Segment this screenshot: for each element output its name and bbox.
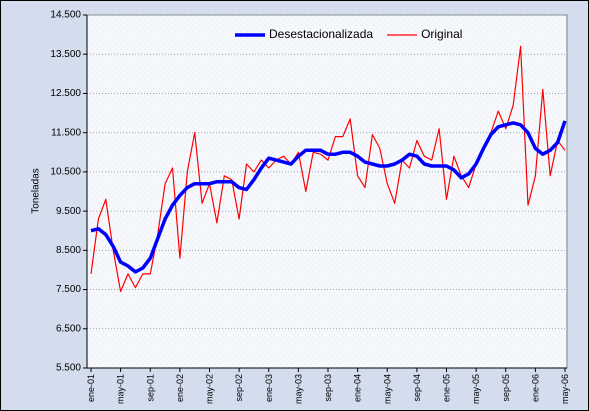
x-tick-label: may-01 bbox=[116, 374, 126, 404]
y-tick-label: 12.500 bbox=[50, 88, 81, 99]
x-tick-label: ene-06 bbox=[530, 374, 540, 402]
x-tick-label: sep-04 bbox=[412, 374, 422, 402]
x-tick-label: may-02 bbox=[205, 374, 215, 404]
x-tick-label: may-03 bbox=[293, 374, 303, 404]
legend-label: Original bbox=[421, 27, 462, 41]
y-axis-label: Toneladas bbox=[31, 168, 42, 214]
x-tick-label: sep-02 bbox=[234, 374, 244, 402]
plot-area bbox=[86, 14, 568, 369]
x-tick-label: ene-02 bbox=[175, 374, 185, 402]
x-tick-label: ene-01 bbox=[86, 374, 96, 402]
x-tick-label: ene-04 bbox=[353, 374, 363, 402]
x-tick-label: sep-03 bbox=[323, 374, 333, 402]
y-tick-label: 10.500 bbox=[50, 167, 81, 178]
y-tick-label: 9.500 bbox=[56, 206, 81, 217]
y-tick-label: 6.500 bbox=[56, 323, 81, 334]
x-tick-label: sep-01 bbox=[145, 374, 155, 402]
y-tick-label: 5.500 bbox=[56, 363, 81, 374]
y-tick-label: 14.500 bbox=[50, 10, 81, 21]
x-tick-label: ene-05 bbox=[442, 374, 452, 402]
x-tick-label: ene-03 bbox=[264, 374, 274, 402]
y-tick-label: 11.500 bbox=[51, 127, 81, 138]
legend-label: Desestacionalizada bbox=[269, 27, 373, 41]
x-tick-label: may-04 bbox=[382, 374, 392, 404]
series-line bbox=[90, 120, 567, 274]
x-tick-label: may-05 bbox=[471, 374, 481, 404]
y-tick-label: 8.500 bbox=[56, 245, 81, 256]
x-tick-label: may-06 bbox=[560, 374, 570, 404]
x-tick-label: sep-05 bbox=[501, 374, 511, 402]
y-tick-label: 13.500 bbox=[50, 49, 81, 60]
y-tick-label: 7.500 bbox=[56, 284, 81, 295]
